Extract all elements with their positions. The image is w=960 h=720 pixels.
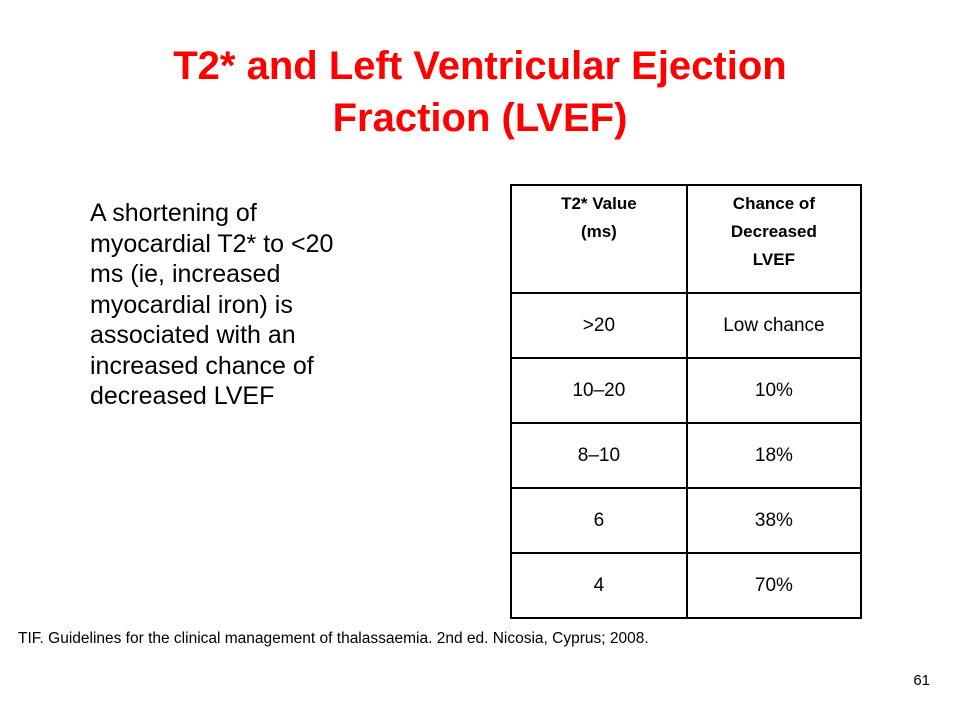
t2-lvef-table: T2* Value (ms) Chance of Decreased LVEF … xyxy=(510,184,863,619)
header-t2-value-line: T2* Value xyxy=(561,194,637,213)
slide-title-line-2: Fraction (LVEF) xyxy=(332,96,628,140)
slide-title: T2* and Left Ventricular Ejection Fracti… xyxy=(0,40,960,144)
cell-t2-value: 8–10 xyxy=(510,422,688,489)
table-row: 8–10 18% xyxy=(510,422,863,489)
cell-t2-value: 4 xyxy=(510,552,688,619)
cell-chance: 18% xyxy=(685,422,863,489)
table-header-row: T2* Value (ms) Chance of Decreased LVEF xyxy=(510,184,863,294)
cell-t2-value: >20 xyxy=(510,292,688,359)
body-line: associated with an xyxy=(90,321,296,349)
body-line: increased chance of xyxy=(90,351,314,380)
slide-title-line-1: T2* and Left Ventricular Ejection xyxy=(173,44,787,88)
body-paragraph: A shortening of myocardial T2* to <20 ms… xyxy=(90,198,420,412)
header-chance-line: Chance of xyxy=(732,194,815,213)
citation: TIF. Guidelines for the clinical managem… xyxy=(18,630,649,647)
header-t2-value: T2* Value (ms) xyxy=(510,184,688,294)
cell-t2-value: 10–20 xyxy=(510,357,688,424)
cell-chance: 10% xyxy=(685,357,863,424)
cell-chance: Low chance xyxy=(685,292,863,359)
cell-t2-value: 6 xyxy=(510,487,688,554)
body-line: A shortening of xyxy=(90,199,257,227)
cell-chance: 38% xyxy=(685,487,863,554)
body-line: myocardial T2* to <20 xyxy=(90,229,334,258)
body-line: decreased LVEF xyxy=(90,382,275,410)
header-chance-decreased-lvef: Chance of Decreased LVEF xyxy=(685,184,863,294)
header-chance-line: Decreased xyxy=(730,222,817,241)
table-row: 10–20 10% xyxy=(510,357,863,424)
table-row: 6 38% xyxy=(510,487,863,554)
body-line: myocardial iron) is xyxy=(90,290,293,319)
table-row: 4 70% xyxy=(510,552,863,619)
body-line: ms (ie, increased xyxy=(90,260,281,288)
cell-chance: 70% xyxy=(685,552,863,619)
table-row: >20 Low chance xyxy=(510,292,863,359)
header-chance-line: LVEF xyxy=(752,250,795,269)
page-number: 61 xyxy=(913,672,930,689)
header-t2-value-line: (ms) xyxy=(580,222,617,241)
